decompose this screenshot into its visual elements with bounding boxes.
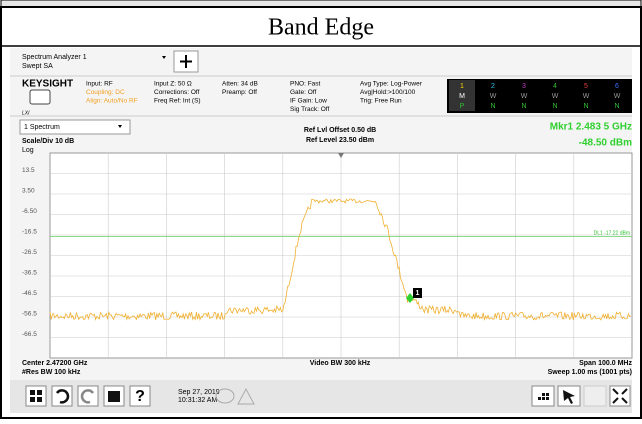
view-dropdown[interactable] <box>19 119 131 135</box>
trace-number: 1 <box>460 83 464 90</box>
scale: Scale/Div 10 dB <box>22 138 74 145</box>
display-line-label: DL1 -17.22 dBm <box>594 230 630 236</box>
mode: Swept SA <box>22 63 53 70</box>
brand: KEYSIGHT <box>22 79 73 90</box>
setting: Input Z: 50 Ω <box>154 81 192 88</box>
marker-diamond <box>406 293 414 303</box>
toolbar-strip <box>0 0 642 8</box>
y-label: -46.5 <box>22 290 37 297</box>
folder-icon <box>108 391 120 402</box>
y-label: -36.5 <box>22 270 37 277</box>
ref-level: Ref Level 23.50 dBm <box>306 137 374 144</box>
time: 10:31:32 AM <box>178 397 217 404</box>
trace-mode: W <box>521 93 528 100</box>
center-marker <box>338 153 344 158</box>
setting: Sig Track: Off <box>290 106 329 113</box>
trace-number: 4 <box>553 83 557 90</box>
setting: IF Gain: Low <box>290 98 327 105</box>
help-icon: ? <box>135 388 145 405</box>
keypad-icon <box>538 393 549 400</box>
y-label: -16.5 <box>22 229 37 236</box>
trace-mode: W <box>583 93 590 100</box>
redo-icon <box>80 389 95 404</box>
trace-mode: M <box>459 93 465 100</box>
marker-freq: Mkr1 2.483 5 GHz <box>550 122 632 133</box>
touch-icon <box>563 390 575 404</box>
trace-selected <box>449 80 475 111</box>
setting: Avg Type: Log-Power <box>360 81 423 88</box>
trace-detector: N <box>583 103 588 110</box>
trace-detector: N <box>552 103 557 110</box>
trace-mode: W <box>614 93 621 100</box>
help-button[interactable] <box>129 385 151 407</box>
warning-icon <box>237 387 255 405</box>
center-freq: Center 2.47200 GHz <box>22 360 88 367</box>
chat-icon <box>215 388 235 404</box>
local-button[interactable] <box>29 89 51 105</box>
trace-detector: P <box>460 103 465 110</box>
date: Sep 27, 2019 <box>178 389 220 396</box>
setting: Freq Ref: Int (S) <box>154 98 201 105</box>
y-label: -6.50 <box>22 208 37 215</box>
span: Span 100.0 MHz <box>579 360 632 367</box>
y-label: -56.5 <box>22 311 37 318</box>
windows-icon <box>30 390 42 402</box>
setting: Preamp: Off <box>222 89 257 96</box>
table-border <box>0 6 642 419</box>
setting: Gate: Off <box>290 89 316 96</box>
trace-mode: W <box>552 93 559 100</box>
y-label: 3.50 <box>22 188 35 195</box>
app-name: Spectrum Analyzer 1 <box>22 54 87 61</box>
header-title: Band Edge <box>268 15 374 41</box>
trace-mode: W <box>490 93 497 100</box>
setting: Corrections: Off <box>154 89 200 96</box>
setting: Atten: 34 dB <box>222 81 258 88</box>
dropdown-arrow <box>118 125 122 128</box>
layout-button[interactable] <box>583 385 607 407</box>
taskbar-icons: ? Sep 27, 2019 10:31:32 AM <box>25 385 631 407</box>
res-bw: #Res BW 100 kHz <box>22 369 81 376</box>
trace-detector: N <box>521 103 526 110</box>
lxi: LXI <box>22 110 30 116</box>
sweep: Sweep 1.00 ms (1001 pts) <box>548 369 632 376</box>
marker-tag <box>413 288 422 298</box>
setting: Coupling: DC <box>86 89 125 96</box>
plus-icon <box>180 55 192 68</box>
log: Log <box>22 147 34 154</box>
y-label: -66.5 <box>22 331 37 338</box>
trace-detector: N <box>490 103 495 110</box>
trace-detector: N <box>614 103 619 110</box>
trace-panel <box>447 79 632 113</box>
y-label: 13.5 <box>22 167 35 174</box>
trace-number: 3 <box>522 83 526 90</box>
trace-number: 6 <box>615 83 619 90</box>
y-label: -26.5 <box>22 249 37 256</box>
video-bw: Video BW 300 kHz <box>310 360 371 367</box>
marker-level: -48.50 dBm <box>579 138 632 149</box>
undo-icon <box>55 389 70 404</box>
trace-number: 5 <box>584 83 588 90</box>
setting: Trig: Free Run <box>360 98 402 105</box>
ref-offset: Ref Lvl Offset 0.50 dB <box>304 127 376 134</box>
setting: Avg|Hold:>100/100 <box>360 89 416 96</box>
trace <box>49 198 632 322</box>
setting: PNO: Fast <box>290 81 321 88</box>
dropdown-arrow[interactable] <box>162 56 166 59</box>
marker-id: 1 <box>416 290 420 297</box>
setting: Input: RF <box>86 81 113 88</box>
setting: Align: Auto/No RF <box>86 98 138 105</box>
trace-number: 2 <box>491 83 495 90</box>
windows-button[interactable] <box>25 385 47 407</box>
view: 1 Spectrum <box>24 124 60 131</box>
fullscreen-icon <box>612 388 628 404</box>
